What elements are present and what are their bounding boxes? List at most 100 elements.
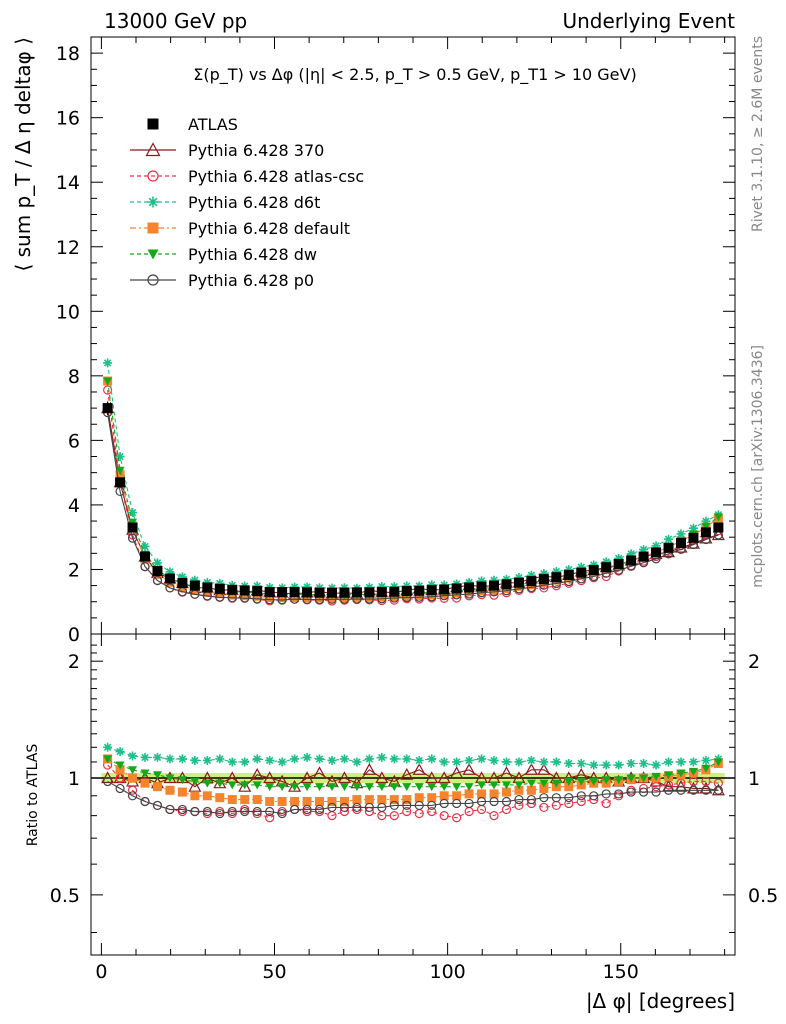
data-point <box>414 585 425 596</box>
ratio-point-2 <box>688 757 698 767</box>
ratio-point-4 <box>501 781 511 790</box>
ratio-panel: 0 50 100 150 |Δ φ| [degrees] 0.5 0.5 1 1 2 2 Ratio … <box>25 633 778 1013</box>
ratio-point-5 <box>252 806 262 817</box>
ratio-point-2 <box>514 757 524 767</box>
series-point-2 <box>489 575 499 585</box>
data-point <box>289 587 300 598</box>
legend-label: ATLAS <box>188 115 238 134</box>
ratio-point-4 <box>302 783 312 792</box>
ratio-point-5 <box>190 806 200 817</box>
ratio-point-5 <box>227 806 237 817</box>
data-point <box>576 567 587 578</box>
data-point <box>426 585 437 596</box>
ratio-point-0 <box>450 766 464 779</box>
ratio-point-0 <box>437 771 451 784</box>
ratio-point-5 <box>127 791 138 801</box>
legend-label: Pythia 6.428 atlas-csc <box>188 167 364 186</box>
ratio-point-3 <box>152 782 162 792</box>
ratio-point-5 <box>177 804 188 815</box>
ratio-point-2 <box>564 759 574 769</box>
ratio-point-1 <box>265 813 275 823</box>
ratio-point-5 <box>489 796 499 807</box>
data-point <box>252 586 263 597</box>
data-point <box>401 586 412 597</box>
ratio-point-2 <box>402 754 412 764</box>
series-point-5 <box>115 486 125 497</box>
ratio-point-4 <box>364 783 374 792</box>
main-panel: 0 2 4 6 8 10 12 14 16 18 ⟨ sum p_T / Δ η deltaφ ⟩ Σ… <box>11 36 736 646</box>
data-point <box>152 566 163 577</box>
ratio-point-5 <box>265 806 275 817</box>
ratio-point-2 <box>551 757 561 767</box>
y-axis-label: ⟨ sum p_T / Δ η deltaφ ⟩ <box>11 37 35 272</box>
ratio-point-2 <box>302 752 312 762</box>
series-point-5 <box>140 562 150 572</box>
series-point-2 <box>651 541 661 551</box>
ratio-point-4 <box>252 781 262 790</box>
ratio-point-2 <box>352 757 362 767</box>
ratio-point-2 <box>377 752 387 762</box>
ratio-point-2 <box>202 755 212 765</box>
legend-marker <box>145 142 161 157</box>
ratio-point-5 <box>688 785 699 795</box>
data-point <box>626 555 637 566</box>
ratio-point-1 <box>439 811 449 821</box>
series-point-4 <box>713 513 723 522</box>
ratio-point-5 <box>539 793 549 803</box>
ratio-point-4 <box>701 764 711 773</box>
series-point-2 <box>252 581 262 591</box>
ratio-point-5 <box>215 808 225 819</box>
y-tick-label: 2 <box>68 559 80 581</box>
ratio-point-4 <box>389 783 399 792</box>
data-point <box>675 537 686 548</box>
ratio-point-4 <box>240 781 250 790</box>
ratio-point-5 <box>452 798 462 809</box>
series-point-2 <box>103 358 113 368</box>
ratio-point-5 <box>402 800 412 811</box>
ratio-point-3 <box>202 791 212 801</box>
ratio-point-2 <box>576 759 586 769</box>
series-point-2 <box>290 582 300 592</box>
ratio-point-2 <box>651 760 661 770</box>
data-point <box>102 403 113 414</box>
series-point-2 <box>215 578 225 588</box>
legend-marker <box>147 196 159 208</box>
ratio-point-5 <box>103 776 113 787</box>
ratio-point-3 <box>277 797 287 807</box>
data-point <box>489 580 500 591</box>
ratio-point-0 <box>250 767 264 780</box>
ratio-point-5 <box>202 806 212 817</box>
ratio-point-0 <box>188 779 202 792</box>
ratio-point-5 <box>364 802 374 813</box>
ratio-point-5 <box>289 804 300 815</box>
ratio-tick-label-right: 2 <box>748 651 760 673</box>
series-point-2 <box>464 577 474 587</box>
ratio-point-5 <box>476 796 487 807</box>
data-point <box>164 573 175 584</box>
header-left: 13000 GeV pp <box>104 9 247 33</box>
ratio-point-4 <box>202 779 212 788</box>
ratio-point-3 <box>227 795 237 805</box>
ratio-point-2 <box>526 755 536 765</box>
y-tick-label: 6 <box>68 430 80 452</box>
series-point-2 <box>676 529 686 539</box>
data-point <box>700 527 711 538</box>
data-point <box>663 542 674 553</box>
ratio-point-3 <box>128 773 138 783</box>
series-point-2 <box>526 570 536 580</box>
data-point <box>376 587 387 598</box>
ratio-point-2 <box>103 742 113 752</box>
data-point <box>239 585 250 596</box>
ratio-point-5 <box>140 796 150 807</box>
ratio-point-0 <box>524 763 538 775</box>
ratio-point-4 <box>265 783 275 792</box>
series-point-2 <box>477 576 487 586</box>
data-point <box>464 582 475 593</box>
ratio-point-5 <box>564 793 574 803</box>
series-point-2 <box>389 582 399 592</box>
ratio-axis-label: Ratio to ATLAS <box>25 744 41 847</box>
side-label-rivet: Rivet 3.1.10, ≥ 2.6M events <box>750 36 766 232</box>
ratio-point-3 <box>215 793 225 803</box>
series-point-2 <box>576 562 586 572</box>
